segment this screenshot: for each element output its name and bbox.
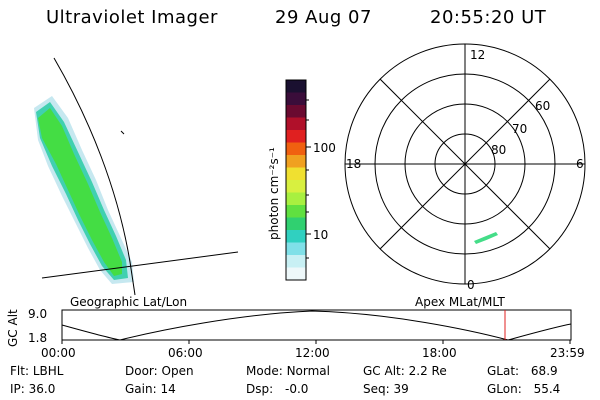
colorbar-segment <box>286 267 306 281</box>
colorbar-segment <box>286 80 306 93</box>
info-mode-label: Mode: <box>246 364 283 378</box>
colorbar-label-10: 10 <box>313 228 328 242</box>
timeline-plot: 9.0 1.8 GC Alt 00:00 06:00 12:00 18:00 2… <box>6 307 585 360</box>
colorbar-segment <box>286 105 306 118</box>
colorbar-segment <box>286 205 306 218</box>
colorbar-label-100: 100 <box>313 141 336 155</box>
info-ip-value: 36.0 <box>28 382 56 396</box>
geographic-projection-label: Geographic Lat/Lon <box>70 295 187 309</box>
lat-label-70: 70 <box>512 122 527 136</box>
x-tick-label-0600: 06:00 <box>168 346 203 360</box>
mlt-label-18: 18 <box>346 157 361 171</box>
y-tick-label-1-8: 1.8 <box>28 331 47 345</box>
mlt-label-6: 6 <box>576 157 584 171</box>
colorbar-segment <box>286 155 306 168</box>
horizon-line <box>41 251 239 279</box>
x-tick-label-0000: 00:00 <box>41 346 76 360</box>
speck-mark <box>120 130 125 135</box>
x-tick-label-1200: 12:00 <box>295 346 330 360</box>
colorbar-segment <box>286 142 306 156</box>
mlt-label-0: 0 <box>467 278 475 292</box>
colorbar-segment <box>286 255 306 268</box>
polar-plot: 12 18 6 0 60 70 80 <box>344 43 586 292</box>
info-dsp-value: -0.0 <box>284 382 309 396</box>
info-seq-value: 39 <box>393 382 409 396</box>
info-glon-value: 55.4 <box>533 382 561 396</box>
colorbar <box>286 80 306 281</box>
info-gain-label: Gain: <box>125 382 157 396</box>
colorbar-unit-label: photon cm⁻²s⁻¹ <box>267 147 281 240</box>
orbit-altitude-curve <box>61 310 572 341</box>
instrument-title: Ultraviolet Imager <box>46 7 218 28</box>
earth-limb-arc <box>53 57 136 296</box>
info-gc-alt: GC Alt: 2.2 Re <box>363 364 447 378</box>
info-gc-alt-label: GC Alt: <box>363 364 405 378</box>
info-door-value: Open <box>161 364 194 378</box>
colorbar-segment <box>286 192 306 206</box>
x-tick-label-1800: 18:00 <box>422 346 457 360</box>
colorbar-segment <box>286 92 306 106</box>
timeline-axis-label: GC Alt <box>6 309 20 347</box>
info-dsp-label: Dsp: <box>246 382 274 396</box>
image-time: 20:55:20 UT <box>430 7 547 28</box>
geographic-panel <box>34 57 239 296</box>
info-glat: GLat: 68.9 <box>487 364 558 378</box>
info-gc-alt-value: 2.2 Re <box>408 364 447 378</box>
x-tick-label-2359: 23:59 <box>550 346 585 360</box>
info-ip: IP: 36.0 <box>10 382 55 396</box>
image-date: 29 Aug 07 <box>275 7 372 28</box>
colorbar-segment <box>286 230 306 243</box>
mlt-label-12: 12 <box>470 48 485 62</box>
info-glat-label: GLat: <box>487 364 520 378</box>
info-flt: Flt: LBHL <box>10 364 63 378</box>
colorbar-segment <box>286 217 306 231</box>
lat-label-80: 80 <box>491 143 506 157</box>
apex-projection-label: Apex MLat/MLT <box>415 295 505 309</box>
info-ip-label: IP: <box>10 382 25 396</box>
info-flt-label: Flt: <box>10 364 29 378</box>
info-seq: Seq: 39 <box>363 382 409 396</box>
colorbar-segment <box>286 130 306 143</box>
info-door: Door: Open <box>125 364 194 378</box>
info-seq-label: Seq: <box>363 382 390 396</box>
colorbar-segment <box>286 167 306 181</box>
info-mode-value: Normal <box>286 364 330 378</box>
info-mode: Mode: Normal <box>246 364 330 378</box>
colorbar-segment <box>286 117 306 131</box>
colorbar-segment <box>286 180 306 193</box>
info-glon: GLon: 55.4 <box>487 382 560 396</box>
lat-label-60: 60 <box>535 99 550 113</box>
info-glat-value: 68.9 <box>530 364 558 378</box>
polar-aurora-arc[interactable] <box>474 232 498 244</box>
info-gain-value: 14 <box>160 382 176 396</box>
info-flt-value: LBHL <box>32 364 64 378</box>
info-gain: Gain: 14 <box>125 382 176 396</box>
info-dsp: Dsp: -0.0 <box>246 382 308 396</box>
colorbar-segment <box>286 242 306 256</box>
info-door-label: Door: <box>125 364 158 378</box>
colorbar-frame <box>285 79 307 281</box>
y-tick-label-9: 9.0 <box>28 307 47 321</box>
aurora-band[interactable] <box>38 108 122 276</box>
info-glon-label: GLon: <box>487 382 522 396</box>
polar-diagonal-2 <box>379 78 551 250</box>
